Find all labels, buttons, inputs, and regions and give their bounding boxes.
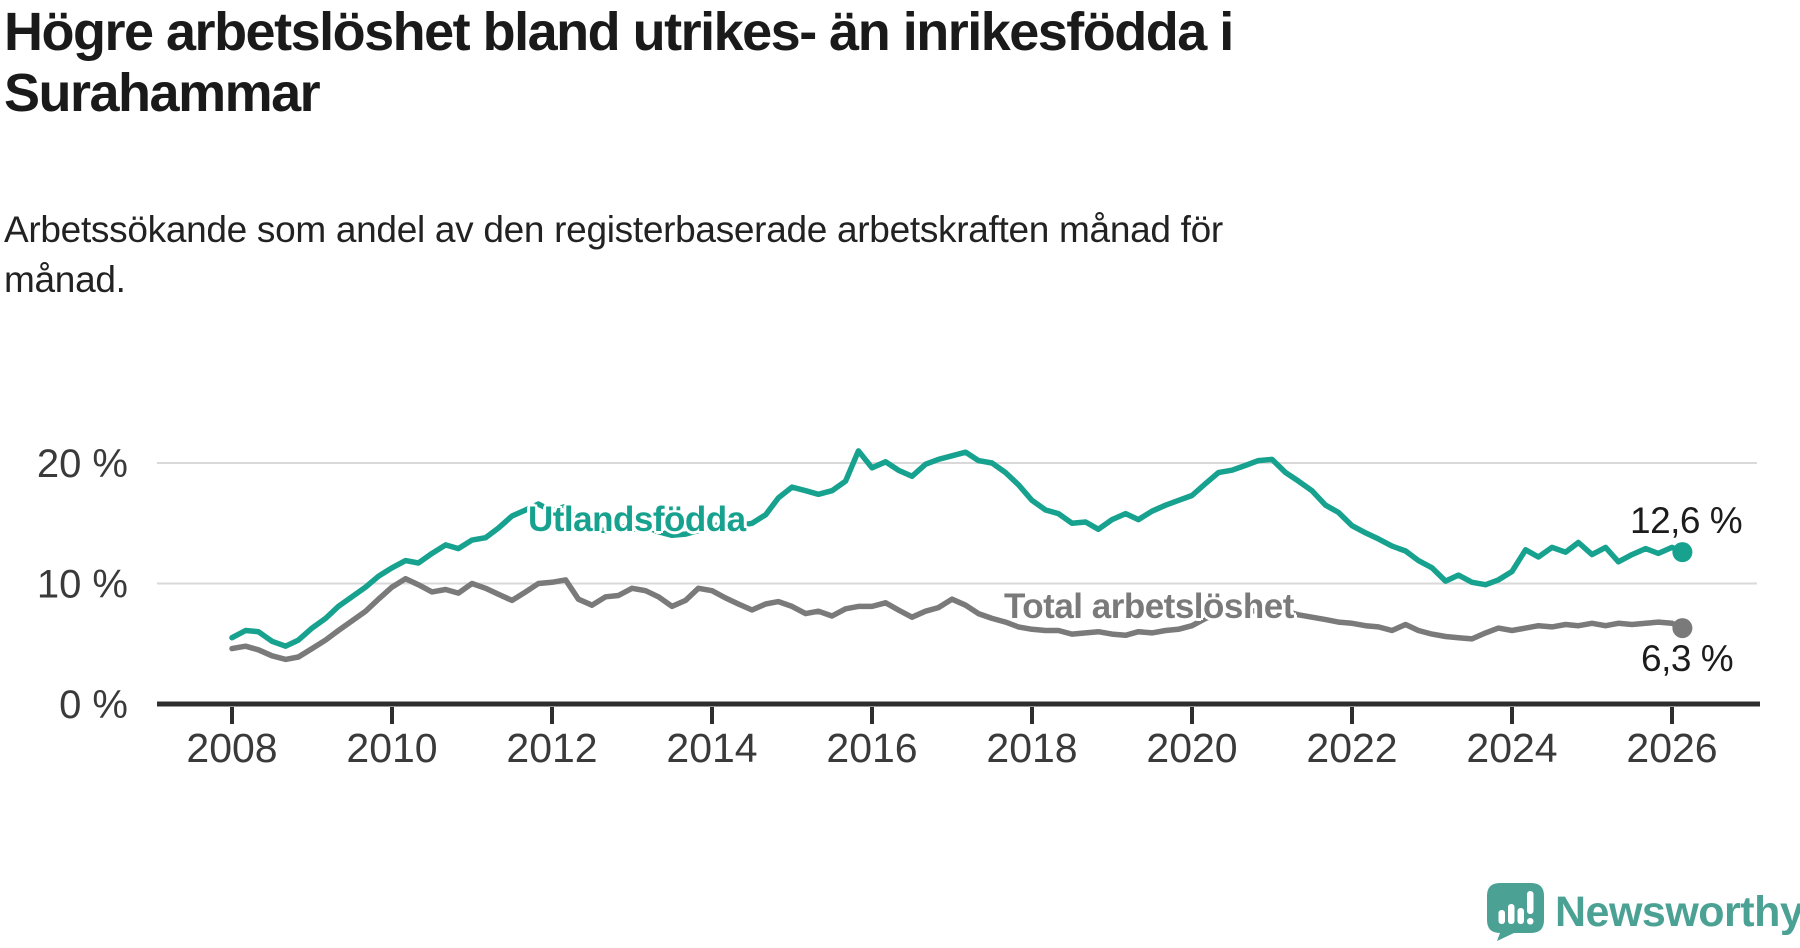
x-axis-tick-label: 2016 (826, 725, 917, 771)
y-axis-tick-label: 10 % (37, 563, 128, 607)
title-line-1: Högre arbetslöshet bland utrikes- än inr… (4, 2, 1234, 62)
subtitle-line-2: månad. (4, 259, 126, 300)
title-line-2: Surahammar (4, 63, 321, 123)
newsworthy-logo: Newsworthy (1487, 883, 1800, 941)
newsworthy-logo-text: Newsworthy (1555, 887, 1800, 936)
end-dot-total-arbetsloshet (1672, 618, 1693, 639)
series-group (229, 448, 1693, 663)
end-value-label-utlandsfodda: 12,6 % (1630, 500, 1743, 541)
x-axis-tick-label: 2014 (666, 725, 757, 771)
subtitle-line-1: Arbetssökande som andel av den registerb… (4, 209, 1223, 250)
page-title: Högre arbetslöshet bland utrikes- än inr… (4, 2, 1234, 124)
end-value-label-total: 6,3 % (1641, 638, 1734, 679)
series-label-utlandsfodda: Utlandsfödda (528, 500, 746, 539)
x-axis-tick-label: 2024 (1466, 725, 1557, 771)
newsworthy-logo-icon (1487, 883, 1544, 941)
y-axis-tick-label: 0 % (59, 683, 128, 727)
x-axis-tick-label: 2012 (506, 725, 597, 771)
end-dot-utlandsfodda (1672, 542, 1693, 563)
line-total-arbetsloshet (229, 575, 1686, 663)
y-axis-tick-label: 20 % (37, 442, 128, 486)
x-axis-tick-label: 2022 (1306, 725, 1397, 771)
line-utlandsfodda (229, 448, 1686, 649)
x-axis-tick-label: 2018 (986, 725, 1077, 771)
x-axis-tick-label: 2026 (1626, 725, 1717, 771)
x-axis-tick-label: 2010 (346, 725, 437, 771)
axis-group: 0 % 10 % 20 % 2008 2010 2012 2014 2016 2018 2020 2… (37, 442, 1760, 771)
x-axis-tick-label: 2008 (186, 725, 277, 771)
chart-subtitle: Arbetssökande som andel av den registerb… (4, 205, 1223, 305)
series-label-total-arbetsloshet: Total arbetslöshet (1004, 587, 1294, 626)
x-axis-tick-label: 2020 (1146, 725, 1237, 771)
